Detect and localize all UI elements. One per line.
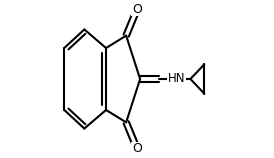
Text: O: O [132,142,142,155]
Text: HN: HN [168,72,185,85]
Text: O: O [132,3,142,16]
